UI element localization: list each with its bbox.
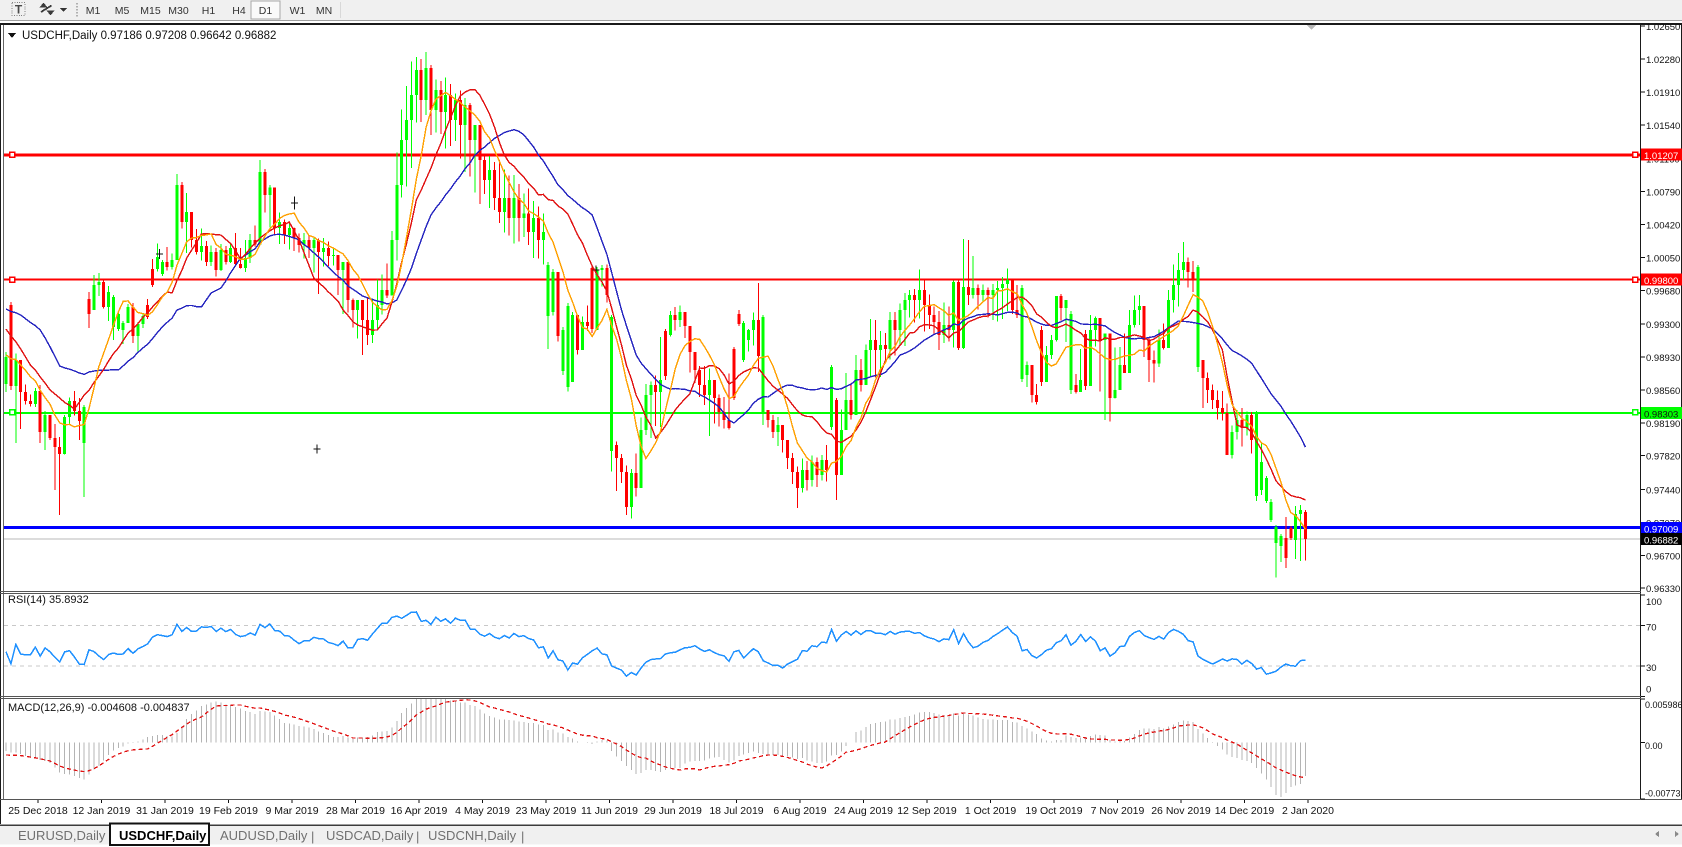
svg-text:6 Aug 2019: 6 Aug 2019 — [773, 805, 826, 817]
svg-text:70: 70 — [1646, 622, 1657, 633]
svg-text:19 Feb 2019: 19 Feb 2019 — [199, 805, 258, 817]
svg-text:1.01910: 1.01910 — [1646, 88, 1680, 99]
svg-text:USDCHF,Daily: USDCHF,Daily — [119, 828, 207, 843]
svg-text:MACD(12,26,9) -0.004608 -0.004: MACD(12,26,9) -0.004608 -0.004837 — [8, 702, 190, 714]
svg-text:1.02650: 1.02650 — [1646, 22, 1680, 33]
svg-text:0.99680: 0.99680 — [1646, 286, 1680, 297]
svg-text:0.005986: 0.005986 — [1645, 700, 1682, 710]
svg-text:12 Jan 2019: 12 Jan 2019 — [73, 805, 131, 817]
svg-text:4 May 2019: 4 May 2019 — [455, 805, 510, 817]
svg-text:H4: H4 — [232, 5, 246, 17]
svg-text:0: 0 — [1646, 685, 1651, 696]
svg-text:0.96330: 0.96330 — [1646, 584, 1680, 595]
svg-text:0.98560: 0.98560 — [1646, 386, 1680, 397]
svg-text:28 Mar 2019: 28 Mar 2019 — [326, 805, 385, 817]
svg-text:26 Nov 2019: 26 Nov 2019 — [1151, 805, 1211, 817]
svg-text:11 Jun 2019: 11 Jun 2019 — [581, 805, 638, 817]
svg-text:M15: M15 — [140, 5, 161, 17]
svg-text:1.01207: 1.01207 — [1644, 151, 1678, 162]
svg-text:M30: M30 — [168, 5, 189, 17]
svg-text:0.99300: 0.99300 — [1646, 320, 1680, 331]
svg-text:MN: MN — [316, 5, 332, 17]
svg-text:USDCNH,Daily: USDCNH,Daily — [428, 828, 517, 843]
svg-text:RSI(14) 35.8932: RSI(14) 35.8932 — [8, 594, 89, 606]
svg-text:H1: H1 — [202, 5, 216, 17]
svg-text:AUDUSD,Daily: AUDUSD,Daily — [220, 828, 308, 843]
svg-text:USDCHF,Daily 0.97186 0.97208: USDCHF,Daily 0.97186 0.97208 0.96642 0.9… — [22, 30, 276, 42]
svg-text:M5: M5 — [115, 5, 130, 17]
svg-text:W1: W1 — [290, 5, 306, 17]
svg-text:0.97440: 0.97440 — [1646, 486, 1680, 497]
svg-text:12 Sep 2019: 12 Sep 2019 — [897, 805, 957, 817]
svg-text:0.96700: 0.96700 — [1646, 551, 1680, 562]
svg-text:USDCAD,Daily: USDCAD,Daily — [326, 828, 414, 843]
svg-text:|: | — [521, 829, 524, 844]
svg-text:|: | — [416, 829, 419, 844]
svg-text:0.00: 0.00 — [1645, 741, 1663, 751]
svg-text:EURUSD,Daily: EURUSD,Daily — [18, 828, 106, 843]
svg-text:30: 30 — [1646, 663, 1657, 674]
svg-text:0.98190: 0.98190 — [1646, 419, 1680, 430]
svg-text:M1: M1 — [86, 5, 101, 17]
svg-text:D1: D1 — [259, 5, 273, 17]
svg-text:0.96882: 0.96882 — [1644, 536, 1678, 547]
svg-text:1.00050: 1.00050 — [1646, 253, 1680, 264]
svg-text:18 Jul 2019: 18 Jul 2019 — [709, 805, 763, 817]
svg-text:-0.007732: -0.007732 — [1645, 789, 1682, 799]
svg-text:2 Jan 2020: 2 Jan 2020 — [1282, 805, 1334, 817]
svg-text:T: T — [15, 3, 23, 17]
svg-text:23 May 2019: 23 May 2019 — [516, 805, 577, 817]
svg-text:1.00420: 1.00420 — [1646, 221, 1680, 232]
svg-text:1.00790: 1.00790 — [1646, 188, 1680, 199]
svg-text:1.01540: 1.01540 — [1646, 121, 1680, 132]
svg-text:0.97820: 0.97820 — [1646, 452, 1680, 463]
svg-text:14 Dec 2019: 14 Dec 2019 — [1215, 805, 1275, 817]
svg-text:29 Jun 2019: 29 Jun 2019 — [644, 805, 702, 817]
svg-text:24 Aug 2019: 24 Aug 2019 — [834, 805, 893, 817]
svg-text:0.99800: 0.99800 — [1644, 276, 1678, 287]
svg-text:0.97009: 0.97009 — [1644, 524, 1678, 535]
svg-text:25 Dec 2018: 25 Dec 2018 — [8, 805, 68, 817]
svg-text:31 Jan 2019: 31 Jan 2019 — [136, 805, 194, 817]
svg-text:0.98930: 0.98930 — [1646, 353, 1680, 364]
svg-text:0.98303: 0.98303 — [1644, 409, 1678, 420]
svg-text:1.02280: 1.02280 — [1646, 55, 1680, 66]
svg-text:100: 100 — [1646, 597, 1662, 608]
svg-text:16 Apr 2019: 16 Apr 2019 — [391, 805, 448, 817]
svg-text:19 Oct 2019: 19 Oct 2019 — [1025, 805, 1082, 817]
svg-text:9 Mar 2019: 9 Mar 2019 — [265, 805, 318, 817]
svg-text:7 Nov 2019: 7 Nov 2019 — [1091, 805, 1145, 817]
svg-text:|: | — [311, 829, 314, 844]
svg-text:1 Oct 2019: 1 Oct 2019 — [965, 805, 1017, 817]
